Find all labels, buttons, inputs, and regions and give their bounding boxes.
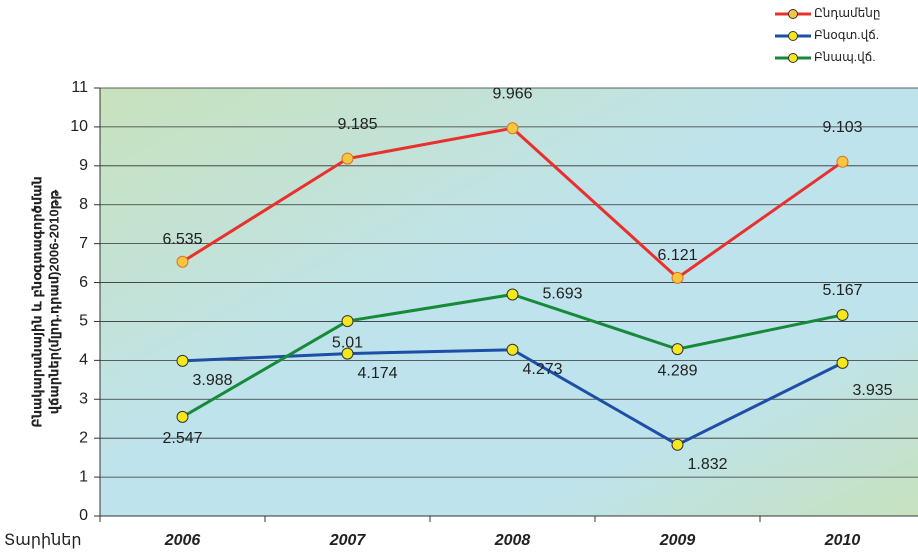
data-label: 4.174: [357, 365, 397, 382]
y-tick-label: 11: [71, 79, 88, 96]
point: [341, 152, 354, 165]
x-tick-label: 2008: [494, 532, 531, 549]
data-label: 1.832: [687, 456, 727, 473]
data-label: 4.273: [522, 361, 562, 378]
y-tick-label: 5: [79, 313, 88, 330]
legend-marker: [788, 9, 798, 19]
y-axis-label: վճարներ(մլրդ.դրամ)2006-2010թթ: [46, 190, 61, 415]
y-tick-label: 2: [79, 429, 88, 446]
y-tick-label: 0: [79, 507, 88, 524]
data-label: 9.185: [337, 116, 377, 133]
y-axis-label: Բնակարանային և բնօգտագործման: [29, 176, 44, 428]
point: [176, 354, 189, 367]
data-label: 5.01: [332, 334, 363, 351]
data-label: 3.988: [192, 372, 232, 389]
y-tick-label: 8: [79, 196, 88, 213]
point: [506, 122, 519, 135]
data-label: 6.535: [162, 231, 202, 248]
point: [176, 410, 189, 423]
point: [836, 356, 849, 369]
point: [671, 343, 684, 356]
point: [671, 271, 684, 284]
y-tick-label: 7: [79, 235, 88, 252]
point: [506, 288, 519, 301]
point: [176, 255, 189, 268]
data-label: 2.547: [162, 430, 202, 447]
data-label: 5.167: [822, 282, 862, 299]
data-label: 5.693: [542, 286, 582, 303]
legend-marker: [788, 53, 798, 63]
legend-label: Ընդամենը: [814, 6, 880, 20]
y-tick-label: 10: [70, 118, 88, 135]
data-label: 9.103: [822, 119, 862, 136]
y-tick-label: 9: [79, 157, 88, 174]
y-tick-label: 1: [79, 468, 88, 485]
point: [836, 155, 849, 168]
y-tick-label: 3: [79, 390, 88, 407]
x-tick-marks: [99, 516, 761, 522]
x-tick-label: 2010: [824, 532, 861, 549]
data-label: 9.966: [492, 85, 532, 102]
point: [341, 347, 354, 360]
x-tick-label: 2009: [659, 532, 696, 549]
legend-marker: [788, 31, 798, 41]
point: [506, 343, 519, 356]
point: [341, 315, 354, 328]
point: [836, 308, 849, 321]
y-tick-label: 6: [79, 274, 88, 291]
x-tick-label: 2007: [329, 532, 367, 549]
data-label: 3.935: [852, 382, 892, 399]
data-label: 4.289: [657, 362, 697, 379]
y-tick-label: 4: [79, 352, 88, 369]
x-axis-label: Տարիներ: [4, 532, 82, 549]
point: [671, 438, 684, 451]
legend-label: Բնապ.վճ.: [814, 50, 876, 64]
x-tick-label: 2006: [164, 532, 201, 549]
data-label: 6.121: [657, 247, 697, 264]
legend-label: Բնօգտ.վճ.: [814, 28, 879, 42]
plot-area: [100, 88, 918, 516]
